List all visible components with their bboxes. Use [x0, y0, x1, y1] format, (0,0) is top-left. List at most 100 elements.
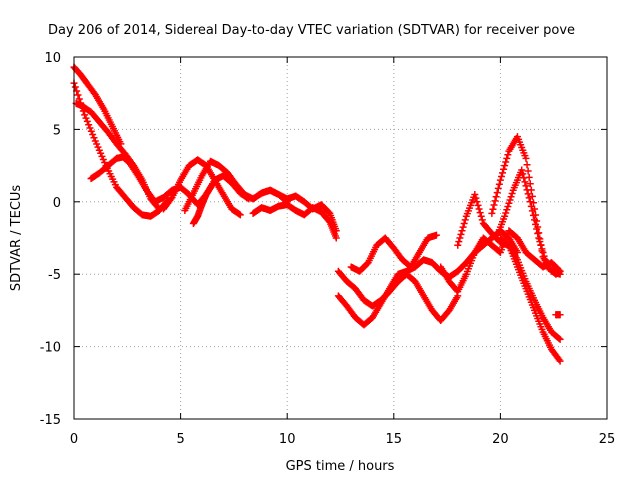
data-point [456, 234, 464, 242]
data-point [524, 190, 532, 198]
data-point [556, 267, 564, 275]
series-track-17 [496, 234, 564, 365]
series-track-2 [70, 63, 125, 148]
data-point [87, 127, 95, 135]
data-point [507, 193, 515, 201]
data-point [522, 182, 530, 190]
data-point [503, 154, 511, 162]
data-series [70, 63, 564, 365]
data-point [504, 151, 512, 159]
data-point [167, 195, 175, 203]
data-point [501, 212, 509, 220]
data-point [501, 162, 509, 170]
series-track-8 [249, 201, 340, 242]
data-point [74, 91, 82, 99]
data-point [505, 199, 513, 207]
data-point [504, 240, 512, 248]
data-point [529, 199, 537, 207]
data-point [528, 207, 536, 215]
data-point [90, 134, 98, 142]
data-point [492, 193, 500, 201]
data-point [457, 230, 465, 238]
data-point [477, 212, 485, 220]
data-point [527, 202, 535, 210]
data-point [496, 176, 504, 184]
data-point [432, 231, 440, 239]
data-point [556, 311, 564, 319]
data-point [478, 216, 486, 224]
data-point [531, 216, 539, 224]
x-tick-label: 0 [70, 432, 78, 447]
y-tick-label: 5 [53, 123, 61, 138]
data-point [460, 220, 468, 228]
data-point [81, 111, 89, 119]
data-point [472, 194, 480, 202]
data-point [556, 335, 564, 343]
data-point [540, 252, 548, 260]
series-track-16 [492, 166, 564, 278]
data-point [528, 192, 536, 200]
x-tick-label: 20 [492, 432, 509, 447]
data-point [525, 194, 533, 202]
data-point [537, 241, 545, 249]
plot-frame [73, 56, 608, 420]
data-point [208, 182, 216, 190]
data-point [526, 180, 534, 188]
data-point [523, 186, 531, 194]
data-point [520, 174, 528, 182]
data-point [539, 248, 547, 256]
data-point [542, 259, 550, 267]
data-point [497, 172, 505, 180]
data-point [209, 180, 217, 188]
data-point [532, 220, 540, 228]
data-point [523, 161, 531, 169]
x-tick-label: 25 [599, 432, 616, 447]
data-point [529, 211, 537, 219]
data-point [538, 245, 546, 253]
data-point [521, 178, 529, 186]
y-tick-label: 0 [53, 196, 61, 211]
data-point [459, 223, 467, 231]
data-point [541, 256, 549, 264]
axis-ticks: 0 5 10 15 20 25 -15 -10 -5 0 5 10 [40, 51, 616, 447]
data-point [493, 189, 501, 197]
data-point [82, 114, 90, 122]
data-point [476, 209, 484, 217]
data-point [526, 198, 534, 206]
series-track-13 [437, 227, 564, 296]
data-point [489, 205, 497, 213]
x-tick-label: 15 [386, 432, 403, 447]
data-point [522, 154, 530, 162]
data-point [474, 201, 482, 209]
x-axis-label: GPS time / hours [286, 459, 395, 474]
series-track-7 [189, 180, 217, 228]
data-point [499, 169, 507, 177]
data-point [502, 209, 510, 217]
series-track-18 [552, 311, 564, 319]
series-track-9 [249, 186, 340, 235]
data-point [508, 189, 516, 197]
data-point [491, 197, 499, 205]
data-point [85, 121, 93, 129]
y-tick-label: -5 [48, 268, 61, 283]
data-point [471, 191, 479, 199]
data-point [519, 170, 527, 178]
y-axis-label: SDTVAR / TECUs [9, 185, 24, 292]
data-point [535, 234, 543, 242]
data-point [556, 357, 564, 365]
y-tick-label: -15 [40, 413, 61, 428]
x-tick-label: 5 [176, 432, 184, 447]
series-track-5 [160, 156, 244, 219]
data-point [488, 209, 496, 217]
series-track-12 [347, 231, 440, 275]
data-point [494, 184, 502, 192]
data-point [454, 241, 462, 249]
data-point [89, 130, 97, 138]
data-point [455, 238, 463, 246]
y-tick-label: -10 [40, 341, 61, 356]
data-point [473, 198, 481, 206]
data-point [154, 204, 162, 212]
data-point [534, 229, 542, 237]
